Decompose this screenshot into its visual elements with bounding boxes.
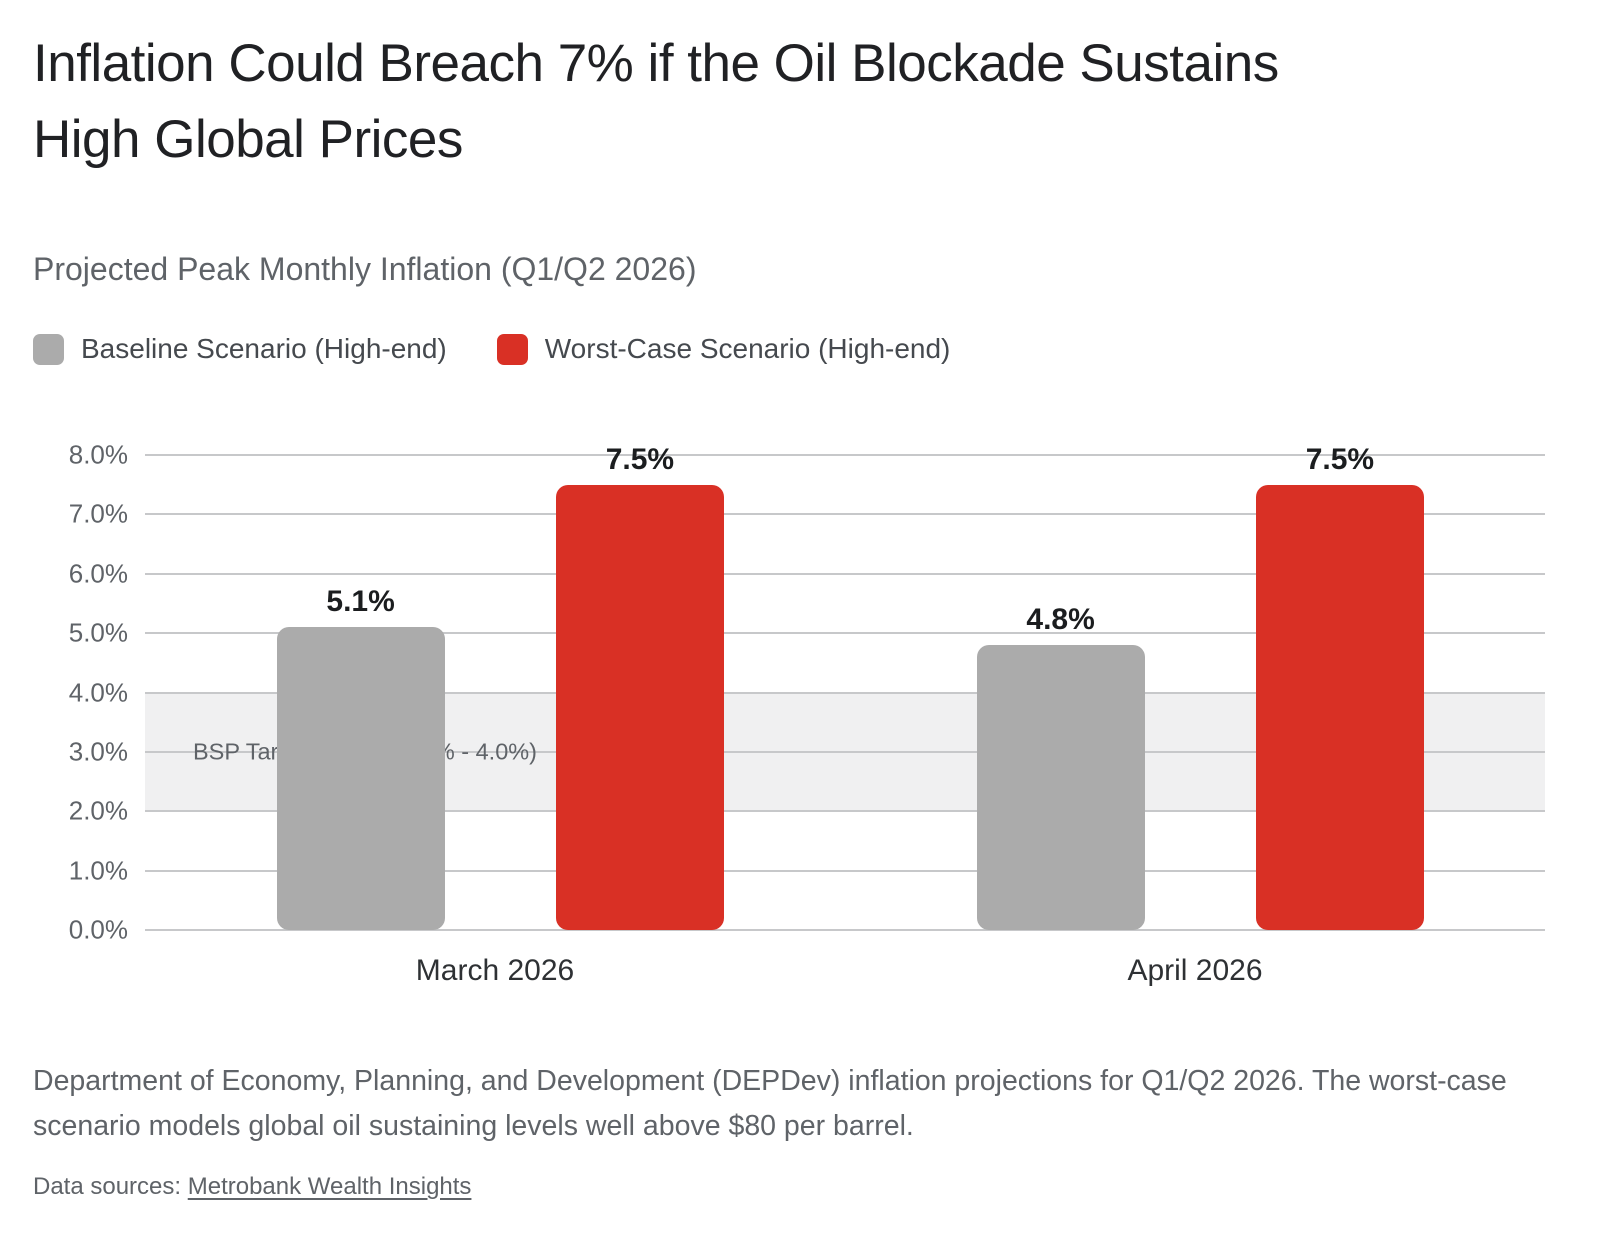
y-tick-label: 2.0% — [68, 795, 128, 826]
worst-case-swatch-icon — [496, 333, 528, 365]
bar-value-label: 5.1% — [326, 585, 395, 619]
bar-april-baseline — [976, 645, 1145, 930]
legend-item-baseline: Baseline Scenario (High-end) — [33, 333, 447, 365]
bar-value-label: 7.5% — [1305, 442, 1375, 476]
category-group-april: 4.8% 7.5% — [845, 443, 1545, 930]
bar-value-label: 7.5% — [605, 442, 675, 476]
y-tick-label: 0.0% — [68, 914, 128, 945]
legend-item-worst-case: Worst-Case Scenario (High-end) — [496, 333, 951, 365]
y-tick-label: 8.0% — [68, 439, 128, 470]
y-tick-label: 3.0% — [68, 736, 128, 767]
x-axis-label-march: March 2026 — [415, 954, 575, 987]
bar-march-worst-case — [555, 484, 724, 930]
y-tick-label: 4.0% — [68, 677, 128, 707]
data-source-link[interactable]: Metrobank Wealth Insights — [187, 1173, 472, 1200]
legend: Baseline Scenario (High-end) Worst-Case … — [33, 333, 950, 365]
gridline — [145, 632, 1545, 635]
footer-note: Department of Economy, Planning, and Dev… — [33, 1065, 1507, 1142]
data-sources-line: Data sources: Metrobank Wealth Insights — [33, 1173, 471, 1201]
legend-label-worst-case: Worst-Case Scenario (High-end) — [544, 333, 951, 364]
bar-value-label: 4.8% — [1026, 603, 1095, 636]
y-tick-label: 6.0% — [68, 558, 128, 589]
y-tick-label: 7.0% — [68, 498, 128, 529]
bar-march-baseline — [276, 627, 445, 930]
gridline — [145, 810, 1545, 813]
gridline — [145, 454, 1545, 456]
gridline — [145, 869, 1545, 872]
bar-slot-march-baseline: 5.1% — [276, 455, 445, 930]
gridline — [145, 691, 1545, 694]
gridline — [145, 750, 1545, 753]
category-group-march: 5.1% 7.5% — [145, 443, 845, 930]
y-tick-label: 1.0% — [68, 855, 128, 886]
gridline — [145, 513, 1545, 516]
x-axis-label-april: April 2026 — [1127, 954, 1263, 987]
bar-slot-march-worst-case: 7.5% — [555, 443, 724, 930]
bar-april-worst-case — [1255, 484, 1424, 930]
gridline — [145, 572, 1545, 575]
chart-title: Inflation Could Breach 7% if the Oil Blo… — [33, 26, 1279, 178]
gridline — [145, 929, 1545, 931]
chart-subtitle: Projected Peak Monthly Inflation (Q1/Q2 … — [33, 251, 697, 287]
bar-slot-april-worst-case: 7.5% — [1255, 443, 1424, 930]
chart-title-line-2: High Global Prices — [33, 110, 463, 169]
data-sources-prefix: Data sources: — [33, 1173, 188, 1200]
legend-label-baseline: Baseline Scenario (High-end) — [81, 333, 447, 364]
baseline-swatch-icon — [33, 333, 64, 365]
bar-chart-plot-area: BSP Target Range (2.0% - 4.0%) 5.1% 7.5%… — [69, 440, 1545, 987]
chart-title-line-1: Inflation Could Breach 7% if the Oil Blo… — [33, 34, 1279, 93]
y-tick-label: 5.0% — [68, 617, 128, 648]
bar-slot-april-baseline: 4.8% — [976, 455, 1145, 930]
